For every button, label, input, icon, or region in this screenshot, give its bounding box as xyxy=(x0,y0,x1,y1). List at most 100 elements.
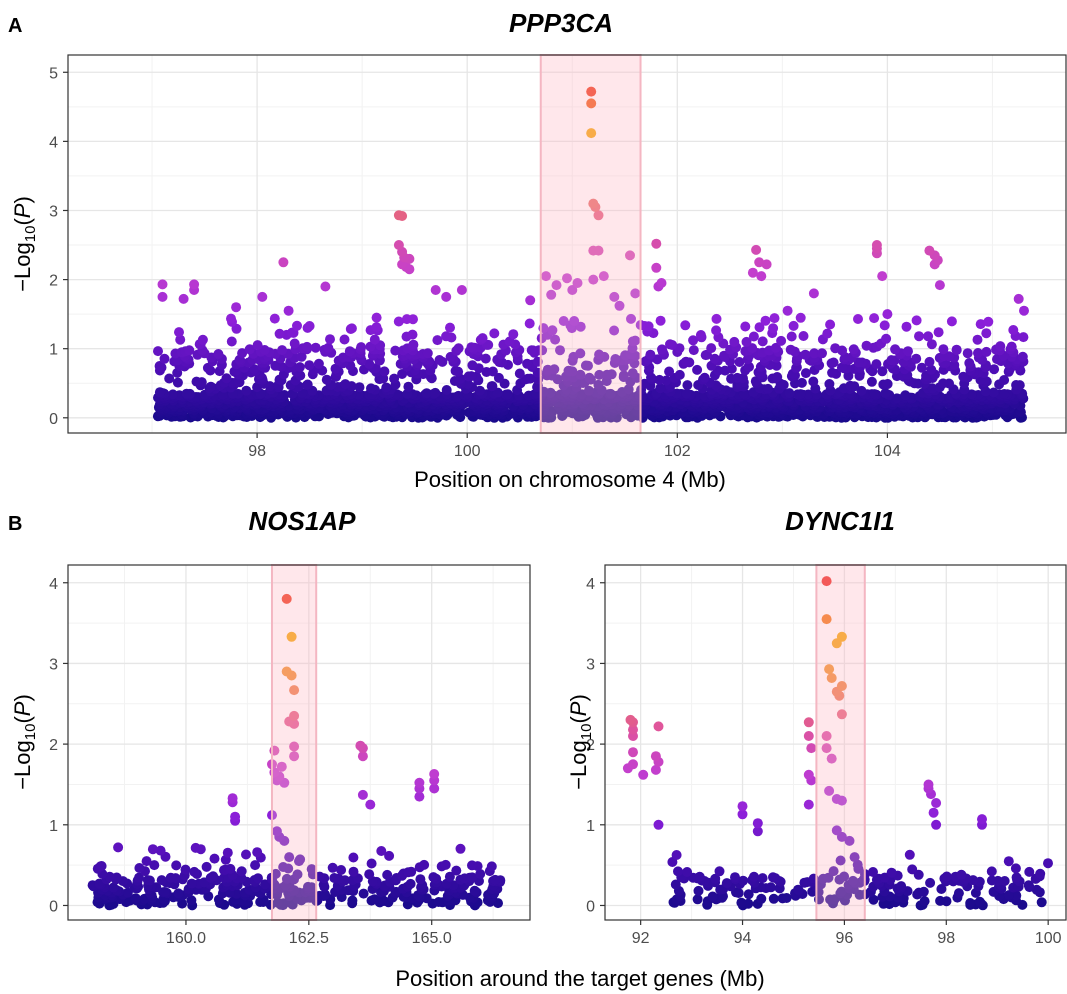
data-point xyxy=(714,866,725,877)
data-point xyxy=(606,369,617,380)
y-tick-label: 1 xyxy=(586,818,595,835)
data-point xyxy=(289,741,300,752)
data-point xyxy=(401,314,412,325)
data-point xyxy=(782,305,793,316)
data-point xyxy=(986,866,997,877)
data-point xyxy=(366,383,376,394)
panel-b-right-plot: 92 94 96 98 100 0 1 2 3 4 −Log10(P) xyxy=(566,564,1067,947)
data-point xyxy=(881,333,892,344)
data-point xyxy=(296,351,307,362)
data-point xyxy=(467,872,478,883)
data-point xyxy=(639,378,650,389)
x-tick-label: 162.5 xyxy=(289,930,329,947)
data-point xyxy=(414,791,425,802)
data-point xyxy=(891,393,902,404)
data-point xyxy=(747,267,758,278)
data-point xyxy=(537,345,548,356)
data-point xyxy=(441,291,452,302)
data-point xyxy=(916,362,927,373)
data-point xyxy=(546,289,557,300)
data-point xyxy=(422,348,433,359)
data-point xyxy=(927,383,938,394)
data-point xyxy=(269,313,280,324)
data-point xyxy=(627,368,638,379)
x-tick-label: 100 xyxy=(1035,930,1062,947)
y-tick-label: 4 xyxy=(49,134,58,151)
data-point xyxy=(651,238,662,249)
data-point xyxy=(825,319,836,330)
data-point xyxy=(756,893,767,904)
plot-background xyxy=(605,565,1066,920)
data-point xyxy=(159,887,170,897)
data-point xyxy=(845,380,856,391)
data-point xyxy=(453,343,464,354)
data-point xyxy=(656,278,667,288)
x-tick-label: 104 xyxy=(874,443,901,460)
data-point xyxy=(628,724,638,735)
data-point xyxy=(904,849,915,860)
data-point xyxy=(276,761,287,772)
data-point xyxy=(795,389,806,400)
data-point xyxy=(610,354,621,364)
y-tick-label: 2 xyxy=(586,737,595,754)
data-point xyxy=(901,321,912,332)
data-point xyxy=(651,262,662,273)
data-point xyxy=(236,866,247,877)
data-point xyxy=(836,681,847,691)
data-point xyxy=(271,826,282,837)
data-point xyxy=(821,576,832,587)
data-point xyxy=(346,323,357,334)
data-point xyxy=(628,759,638,770)
data-point xyxy=(406,866,417,877)
data-point xyxy=(310,342,321,353)
data-point xyxy=(650,751,661,762)
data-point xyxy=(344,346,355,357)
panel-a-title: PPP3CA xyxy=(509,8,613,38)
data-point xyxy=(653,721,664,732)
data-point xyxy=(946,316,957,327)
y-tick-label: 0 xyxy=(49,898,58,915)
data-point xyxy=(569,316,580,326)
data-point xyxy=(550,334,561,345)
data-point xyxy=(681,388,692,399)
data-point xyxy=(781,893,792,903)
data-point xyxy=(493,372,504,383)
data-point xyxy=(756,271,767,282)
data-point xyxy=(657,344,667,355)
y-tick-label: 1 xyxy=(49,818,58,835)
data-point xyxy=(580,360,591,371)
data-point xyxy=(593,245,604,256)
y-tick-label: 2 xyxy=(49,273,58,290)
data-point xyxy=(369,334,380,345)
data-point xyxy=(549,364,560,375)
data-point xyxy=(748,331,759,342)
data-point xyxy=(1019,305,1029,316)
data-point xyxy=(184,345,195,356)
data-point xyxy=(225,863,236,874)
data-point xyxy=(389,373,400,384)
data-point xyxy=(304,360,315,371)
y-tick-label: 3 xyxy=(49,203,58,220)
data-point xyxy=(824,379,835,389)
data-point xyxy=(441,385,452,395)
data-point xyxy=(900,390,911,401)
data-point xyxy=(934,280,945,291)
data-point xyxy=(654,374,665,385)
plot-border xyxy=(67,564,531,921)
data-point xyxy=(784,388,795,399)
data-point xyxy=(278,257,289,268)
data-point xyxy=(487,366,498,377)
data-point xyxy=(798,331,809,341)
data-point xyxy=(260,879,270,890)
data-point xyxy=(325,334,335,345)
data-point xyxy=(357,751,368,762)
data-point xyxy=(164,373,175,384)
data-point xyxy=(522,358,533,369)
data-point xyxy=(831,825,842,836)
data-point xyxy=(165,872,176,883)
data-point xyxy=(371,312,382,323)
data-point xyxy=(174,327,184,338)
data-point xyxy=(836,709,847,720)
y-tick-label: 1 xyxy=(49,342,58,359)
x-tick-label: 102 xyxy=(664,443,691,460)
